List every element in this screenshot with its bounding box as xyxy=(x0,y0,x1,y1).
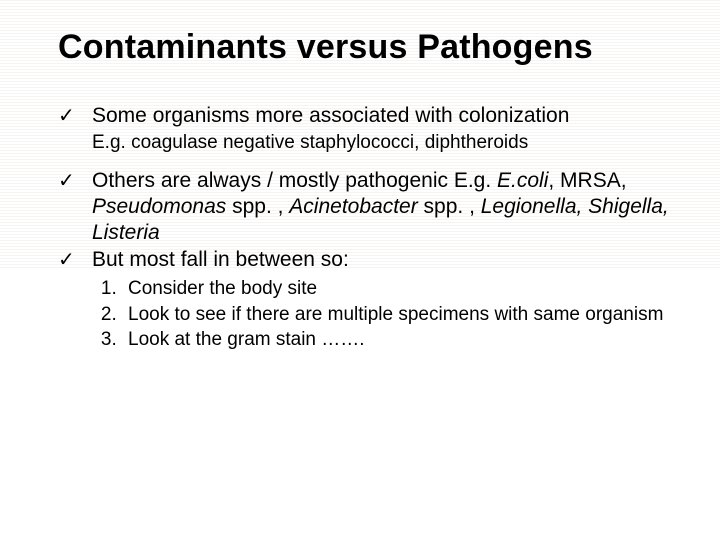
numbered-list: Consider the body site Look to see if th… xyxy=(58,277,684,352)
checkmark-icon: ✓ xyxy=(58,104,75,128)
numbered-item-3: Look at the gram stain ……. xyxy=(122,328,684,352)
numbered-item-2: Look to see if there are multiple specim… xyxy=(122,303,684,327)
bullet-item-3: ✓ But most fall in between so: xyxy=(58,247,684,273)
bullet-2-italic-3: Acinetobacter xyxy=(289,195,417,218)
bullet-list: ✓ Some organisms more associated with co… xyxy=(58,103,684,129)
bullet-2-mid1: , MRSA, xyxy=(548,169,626,192)
bullet-3-text: But most fall in between so: xyxy=(92,248,349,271)
slide: Contaminants versus Pathogens ✓ Some org… xyxy=(0,0,720,540)
bullet-list-2: ✓ Others are always / mostly pathogenic … xyxy=(58,168,684,272)
bullet-2-mid2: spp. , xyxy=(226,195,289,218)
bullet-2-italic-2: Pseudomonas xyxy=(92,195,226,218)
checkmark-icon: ✓ xyxy=(58,169,75,193)
slide-content: Contaminants versus Pathogens ✓ Some org… xyxy=(58,28,684,352)
bullet-1-subtext: E.g. coagulase negative staphylococci, d… xyxy=(58,131,684,155)
bullet-2-text: Others are always / mostly pathogenic E.… xyxy=(92,169,669,243)
page-title: Contaminants versus Pathogens xyxy=(58,28,684,67)
bullet-item-1: ✓ Some organisms more associated with co… xyxy=(58,103,684,129)
bullet-item-2: ✓ Others are always / mostly pathogenic … xyxy=(58,168,684,245)
numbered-item-1: Consider the body site xyxy=(122,277,684,301)
bullet-2-mid3: spp. , xyxy=(418,195,481,218)
bullet-1-text: Some organisms more associated with colo… xyxy=(92,104,569,127)
bullet-2-pre: Others are always / mostly pathogenic E.… xyxy=(92,169,497,192)
checkmark-icon: ✓ xyxy=(58,248,75,272)
bullet-2-italic-1: E.coli xyxy=(497,169,548,192)
